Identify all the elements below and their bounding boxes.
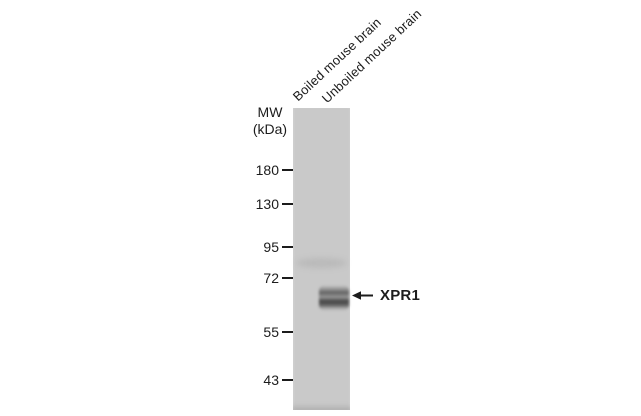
mw-marker-value: 95 [263,239,279,255]
band-label: XPR1 [380,286,420,304]
mw-marker-value: 72 [263,270,279,286]
mw-marker-tick [282,245,295,249]
mw-marker-tick [282,330,295,334]
mw-marker-130: 130 [246,196,295,212]
mw-marker-tick [282,168,295,172]
faint-background-band [296,258,347,268]
mw-marker-value: 130 [255,196,279,212]
xpr1-band [319,285,349,311]
mw-marker-tick [282,202,295,206]
mw-marker-55: 55 [246,324,295,340]
mw-marker-43: 43 [246,372,295,388]
mw-marker-95: 95 [246,239,295,255]
mw-marker-tick [282,378,295,382]
mw-axis-title-line2: (kDa) [252,121,288,137]
mw-marker-value: 55 [263,324,279,340]
mw-axis-title: MW (kDa) [240,104,300,138]
mw-marker-180: 180 [246,162,295,178]
mw-marker-72: 72 [246,270,295,286]
left-arrow-icon [352,290,374,301]
mw-marker-value: 180 [255,162,279,178]
mw-marker-value: 43 [263,372,279,388]
gel-membrane [293,108,350,410]
mw-axis-title-line1: MW [257,104,283,120]
band-annotation: XPR1 [352,286,420,304]
mw-marker-tick [282,276,295,280]
